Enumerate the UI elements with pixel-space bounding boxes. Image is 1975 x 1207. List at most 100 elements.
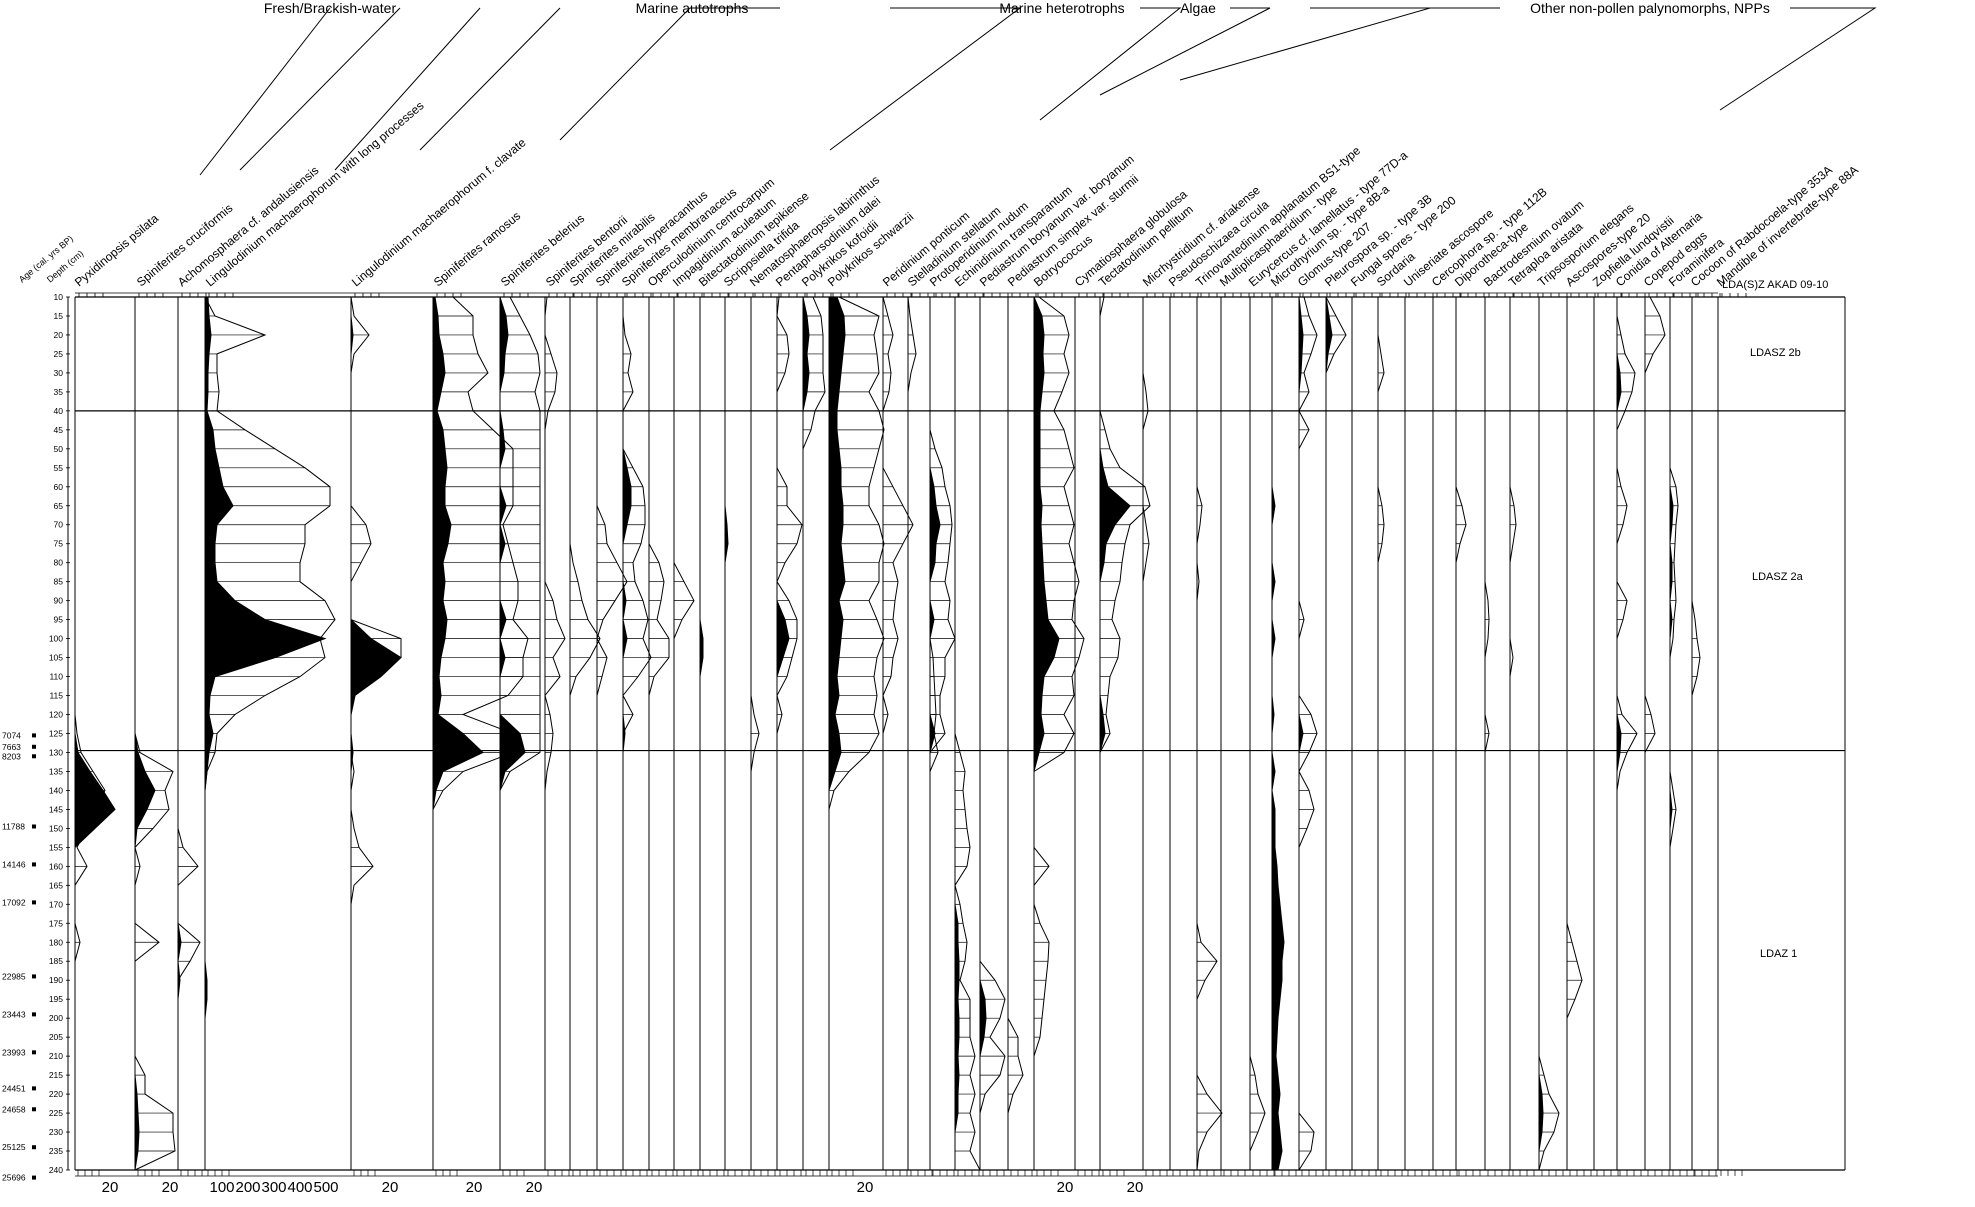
curve-exag [1249, 297, 1266, 1170]
depth-label: 45 [54, 425, 64, 435]
depth-label: 50 [54, 444, 64, 454]
curve-exag [177, 297, 201, 1170]
group-bracket [559, 7, 780, 141]
curve-exag [776, 296, 803, 1170]
age-marker [32, 1145, 36, 1150]
depth-label: 110 [49, 672, 63, 682]
curve-scrippsiella [699, 297, 704, 1170]
depth-label: 210 [49, 1051, 63, 1061]
curve-exag [648, 297, 670, 1170]
depth-label: 105 [49, 653, 63, 663]
depth-label: 155 [49, 842, 63, 852]
curve-pentapharsodinium [776, 297, 790, 1170]
curve-exag [622, 297, 652, 1170]
curve-exag [1691, 297, 1701, 1170]
curve-tripsosporium [1538, 297, 1544, 1170]
age-label: 23993 [2, 1047, 26, 1057]
curve-belerius [499, 296, 526, 1170]
age-label: 7074 [2, 730, 21, 740]
curve-boryanum [954, 297, 960, 1170]
curve-glomus [1271, 297, 1285, 1171]
curve-conidia [1616, 297, 1622, 1170]
depth-label: 115 [49, 691, 63, 701]
age-label: 25125 [2, 1142, 26, 1152]
group-bracket [829, 7, 1022, 151]
depth-label: 175 [49, 918, 63, 928]
age-marker [32, 824, 36, 829]
scale-label: 20 [857, 1179, 874, 1196]
age-marker [32, 974, 36, 979]
scale-label: 20 [466, 1179, 483, 1196]
curve-nematosphaeropsis [724, 297, 729, 1170]
depth-label: 225 [49, 1108, 63, 1118]
depth-label: 205 [49, 1032, 63, 1042]
depth-label: 30 [54, 368, 64, 378]
depth-label: 160 [49, 861, 63, 871]
curve-exag-long [204, 296, 336, 1170]
curve-operculodinium [622, 297, 632, 1170]
curve-cymatiosphaera [1033, 296, 1060, 1170]
group-label: Marine heterotrophs [999, 0, 1124, 16]
age-marker [32, 1175, 36, 1180]
taxon-label: Mandible of invertebrate-type 88A [1714, 163, 1861, 289]
curve-exag [1007, 297, 1024, 1170]
age-marker [32, 1107, 36, 1112]
depth-label: 10 [54, 292, 64, 302]
curve-exag [596, 297, 628, 1170]
depth-label: 140 [49, 785, 63, 795]
curve-achomosphaera [177, 297, 182, 1170]
curve-exag [74, 297, 106, 1170]
group-bracket [419, 7, 561, 151]
depth-label: 170 [49, 899, 63, 909]
scale-label: 300 [261, 1179, 286, 1196]
age-label: 23443 [2, 1009, 26, 1019]
curve-schwarzii [828, 296, 846, 1170]
age-marker [32, 1012, 36, 1017]
age-label: 24451 [2, 1083, 26, 1093]
curve-pleurospora [1298, 296, 1304, 1170]
curve-exag [882, 296, 914, 1170]
depth-label: 80 [54, 558, 64, 568]
age-marker [32, 1086, 36, 1091]
scale-label: 20 [162, 1179, 179, 1196]
depth-label: 20 [54, 330, 64, 340]
age-label: 11788 [2, 821, 25, 831]
age-label: 7663 [2, 742, 21, 752]
age-marker [32, 900, 36, 905]
taxon-label: Lingulodinium machaerophorum with long p… [203, 98, 427, 289]
depth-label: 135 [49, 766, 63, 776]
depth-label: 130 [49, 747, 63, 757]
depth-label: 145 [49, 804, 63, 814]
depth-label: 220 [49, 1089, 63, 1099]
zone-label: LDAZ 1 [1760, 948, 1797, 960]
group-label: Other non-pollen palynomorphs, NPPs [1530, 0, 1770, 16]
depth-label: 165 [49, 880, 63, 890]
group-bracket [199, 7, 331, 176]
age-label: 25696 [2, 1173, 26, 1183]
age-label: 22985 [2, 971, 26, 981]
depth-label: 185 [49, 956, 63, 966]
age-marker [32, 744, 36, 749]
curve-exag [1538, 297, 1560, 1171]
zone-header: LDA(S)Z AKAD 09-10 [1722, 279, 1828, 291]
depth-label: 200 [49, 1013, 63, 1023]
curve-foraminifera [1669, 297, 1674, 1170]
age-marker [32, 862, 36, 867]
depth-label: 215 [49, 1070, 63, 1080]
depth-axis: 10 15 20 25 30 35 40 45 50 55 60 65 70 75 80 85 90 95 100 1… [2, 292, 70, 1183]
curve-exag [1142, 297, 1150, 1170]
curve-exag [1566, 297, 1583, 1170]
depth-label: 85 [54, 577, 64, 587]
group-label: Algae [1180, 0, 1216, 16]
depth-label: 125 [49, 729, 63, 739]
curve-exag [1509, 297, 1517, 1170]
depth-label: 235 [49, 1146, 63, 1156]
depth-label: 70 [54, 520, 64, 530]
curve-echinidinium [929, 297, 941, 1170]
curve-exag [569, 297, 601, 1170]
depth-label: 65 [54, 501, 64, 511]
age-label: 14146 [2, 859, 26, 869]
depth-label: 195 [49, 994, 63, 1004]
scale-label: 200 [235, 1179, 260, 1196]
